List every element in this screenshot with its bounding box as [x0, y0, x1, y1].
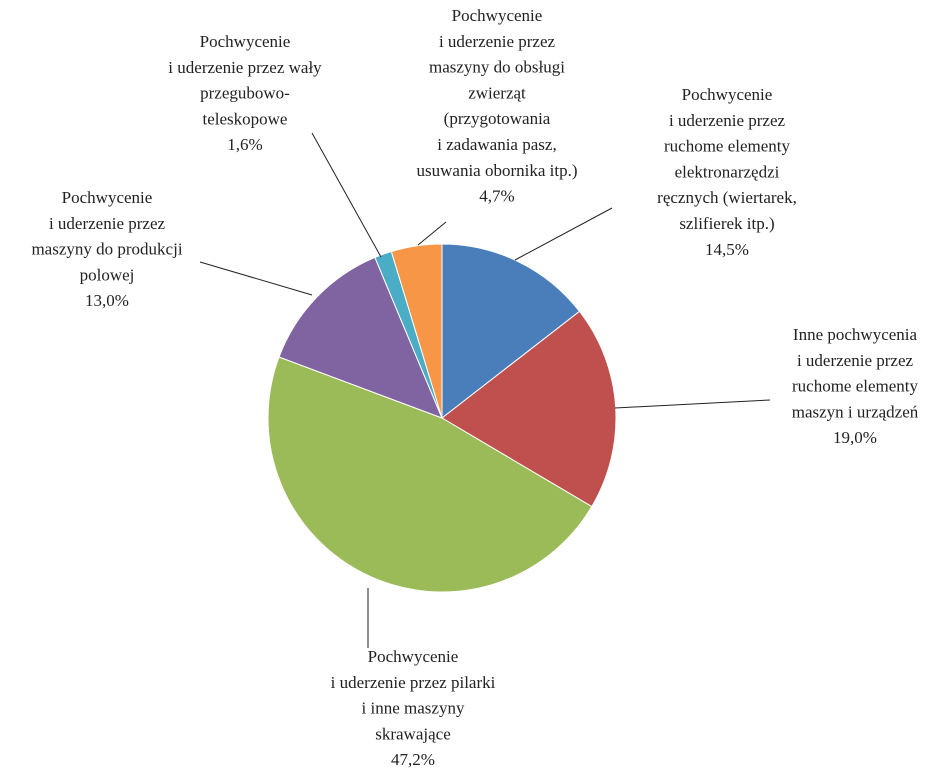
pie-slice	[441, 243, 581, 420]
leader-line	[514, 207, 613, 261]
leader-line	[311, 132, 382, 258]
slice-label: Pochwycenie i uderzenie przez ruchome elem…	[657, 85, 797, 233]
slice-label: Pochwycenie i uderzenie przez maszyny do p…	[31, 188, 182, 284]
slice-label: Pochwycenie i uderzenie przez pilarki i in…	[331, 647, 496, 743]
pie-slice	[390, 243, 443, 419]
pie-slice	[278, 256, 443, 419]
pie-slice	[441, 310, 617, 508]
slice-label: Pochwycenie i uderzenie przez wały przegub…	[168, 32, 322, 128]
leader-line	[199, 261, 313, 296]
leader-line	[614, 399, 771, 409]
value-label: 13,0%	[85, 291, 129, 310]
value-label: 19,0%	[833, 428, 877, 447]
leader-line	[417, 221, 447, 246]
slice-label: Inne pochwycenia i uderzenie przez ruchome…	[792, 325, 919, 421]
pie-slice	[267, 356, 593, 593]
value-label: 47,2%	[391, 750, 435, 769]
value-label: 4,7%	[479, 187, 514, 206]
value-label: 1,6%	[227, 135, 262, 154]
value-label: 14,5%	[705, 240, 749, 259]
slice-label: Pochwycenie i uderzenie przez maszyny do o…	[417, 6, 578, 180]
